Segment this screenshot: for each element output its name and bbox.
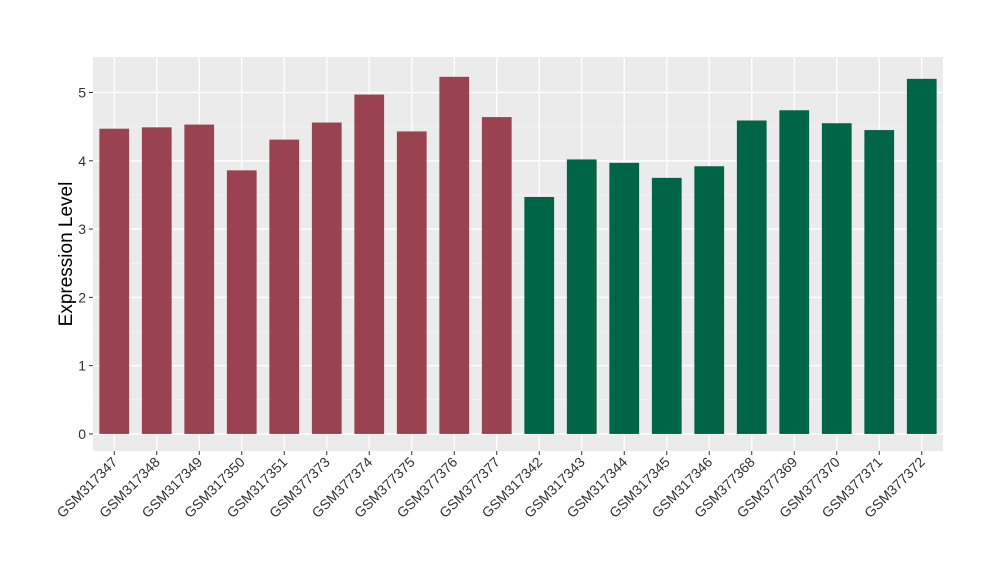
y-tick-label: 1 <box>78 358 86 374</box>
y-tick-label: 0 <box>78 426 86 442</box>
bar-GSM317344 <box>609 162 640 434</box>
bar-GSM377371 <box>864 130 895 434</box>
y-axis: 0 1 2 3 4 5 <box>78 85 93 442</box>
bar-GSM377375 <box>396 131 427 434</box>
bar-GSM317347 <box>99 128 130 434</box>
x-axis: GSM317347GSM317348GSM317349GSM317350GSM3… <box>53 451 928 521</box>
bar-GSM317349 <box>184 124 215 434</box>
y-tick-label: 3 <box>78 221 86 237</box>
bars <box>99 76 937 434</box>
bar-GSM317350 <box>226 170 257 434</box>
bar-GSM377370 <box>821 123 852 434</box>
bar-GSM377374 <box>354 94 385 434</box>
bar-GSM377369 <box>779 110 810 434</box>
bar-GSM377377 <box>481 117 512 434</box>
y-tick-label: 4 <box>78 153 86 169</box>
bar-GSM317351 <box>269 139 300 434</box>
plot-panel <box>93 57 943 451</box>
bar-GSM317348 <box>141 127 172 434</box>
bar-GSM377376 <box>439 76 470 434</box>
y-tick-label: 5 <box>78 85 86 101</box>
bar-GSM317342 <box>524 196 555 434</box>
bar-GSM377373 <box>311 122 342 434</box>
y-tick-label: 2 <box>78 289 86 305</box>
bar-GSM317343 <box>566 159 597 434</box>
y-axis-label: Expression Level <box>56 182 77 327</box>
bar-GSM317345 <box>651 177 682 434</box>
bar-GSM377372 <box>906 78 937 434</box>
bar-GSM317346 <box>694 166 725 434</box>
bar-GSM377368 <box>736 120 767 434</box>
